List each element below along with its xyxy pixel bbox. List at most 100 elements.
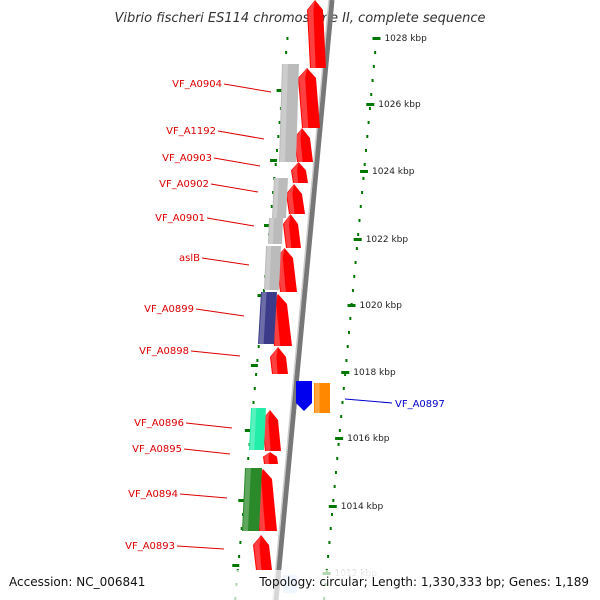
left-major-tick: [250, 364, 258, 367]
gene-label-leader: [217, 130, 265, 140]
left-major-tick: [270, 159, 278, 162]
forward-gene: [291, 162, 308, 183]
kbp-label: 1020 kbp: [360, 301, 403, 311]
green-gene-block-sheen: [243, 468, 251, 531]
forward-gene-sheen: [271, 347, 278, 374]
right-track-dot: [340, 415, 343, 418]
kbp-major-tick: [347, 304, 356, 307]
left-major-tick: [232, 564, 240, 567]
orange-gene-block: [314, 383, 330, 413]
right-track-dot: [328, 541, 331, 544]
gene-label-leader: [213, 157, 261, 167]
right-track-dot: [349, 317, 352, 320]
gene-label: aslB: [179, 253, 200, 264]
gene-label-leader: [223, 83, 272, 93]
forward-gene: [283, 214, 301, 248]
left-track-dot: [276, 149, 278, 152]
gene-label: VF_A0902: [159, 179, 209, 190]
left-track-dot: [238, 555, 241, 558]
right-track-dot: [359, 205, 362, 208]
accession-text: Accession: NC_006841: [9, 575, 145, 589]
navy-gene-block: [258, 292, 277, 344]
right-track-dot: [337, 443, 340, 446]
gene-label: VF_A0903: [162, 153, 212, 164]
right-track-dot: [362, 177, 365, 180]
right-track-dot: [348, 331, 351, 334]
forward-gene: [263, 452, 278, 464]
right-track-dot: [327, 555, 330, 558]
left-track-dot: [257, 345, 260, 348]
gene-label: VF_A1192: [166, 126, 216, 137]
right-track-dot: [351, 289, 354, 292]
gene-label: VF_A0898: [139, 346, 189, 357]
footer-backdrop: [0, 570, 600, 600]
forward-gene-sheen: [299, 68, 309, 128]
right-track-dot: [329, 527, 332, 530]
right-track-dot: [336, 457, 339, 460]
left-track-dot: [277, 135, 280, 138]
gene-label: VF_A0896: [134, 418, 184, 429]
reverse-gene-blue: [296, 381, 312, 411]
left-track-dot: [270, 205, 273, 208]
left-track-dot: [256, 359, 259, 362]
right-track-dot: [374, 51, 377, 54]
gene-label-leader: [179, 493, 228, 499]
right-track-dot: [353, 275, 356, 278]
right-track-dot: [334, 471, 337, 474]
kbp-label: 1024 kbp: [372, 167, 415, 177]
left-track-dot: [272, 191, 275, 194]
right-track-dot: [368, 107, 371, 110]
forward-gene-sheen: [308, 0, 316, 68]
right-tick-track: 1028 kbp 1026 kbp 1024 kbp 1022 kbp 1020 kbp…: [322, 34, 427, 600]
right-track-dot: [366, 135, 369, 138]
gene-label-leader: [190, 350, 241, 357]
left-track-dot: [239, 541, 242, 544]
kbp-major-tick: [360, 170, 369, 173]
chromosome-backbone: [273, 0, 335, 600]
left-track-dot: [278, 121, 281, 124]
right-track-dot: [363, 163, 366, 166]
right-track-dot: [372, 65, 375, 68]
gene-labels: VF_A0904 VF_A1192 VF_A0903 VF_A0902 VF_A0901…: [125, 79, 445, 552]
forward-gene: [294, 128, 313, 162]
forward-gene: [298, 68, 320, 128]
gene-label: VF_A0901: [155, 213, 205, 224]
left-track-dot: [285, 51, 288, 54]
summary-text: Topology: circular; Length: 1,330,333 bp…: [258, 575, 589, 589]
kbp-major-tick: [335, 437, 344, 440]
left-track-dot: [253, 387, 256, 390]
right-track-dot: [370, 93, 373, 96]
right-track-dot: [371, 79, 374, 82]
right-track-dot: [331, 513, 334, 516]
gene-label: VF_A0904: [172, 79, 222, 90]
gene-label: VF_A0893: [125, 541, 175, 552]
backbone-highlight: [272, 0, 330, 600]
forward-gene-sheen: [284, 214, 292, 248]
right-track-dot: [333, 485, 336, 488]
grey-gene-block-sheen: [265, 246, 272, 290]
feature-track: [242, 0, 330, 593]
kbp-major-tick: [341, 371, 350, 374]
grey-gene-block-sheen: [269, 218, 274, 244]
right-track-dot: [365, 149, 367, 152]
forward-gene: [307, 0, 326, 68]
forward-gene-sheen: [254, 535, 262, 570]
forward-gene: [270, 347, 288, 374]
left-major-tick: [244, 429, 252, 432]
orange-gene-block-sheen: [315, 383, 320, 413]
grey-gene-block-sheen: [273, 178, 279, 218]
right-track-dot: [332, 499, 335, 502]
left-major-tick: [276, 89, 284, 92]
kbp-major-tick: [366, 103, 375, 106]
kbp-major-tick: [372, 37, 381, 40]
right-track-dot: [361, 191, 364, 194]
grey-gene-block: [264, 246, 281, 290]
gene-label-leader: [176, 545, 225, 550]
gene-label-leader: [201, 257, 250, 266]
right-track-dot: [345, 359, 348, 362]
forward-gene-sheen: [295, 128, 303, 162]
gene-label-leader: [195, 308, 245, 317]
forward-gene: [286, 184, 305, 214]
reverse-gene-label: VF_A0897: [395, 399, 445, 410]
